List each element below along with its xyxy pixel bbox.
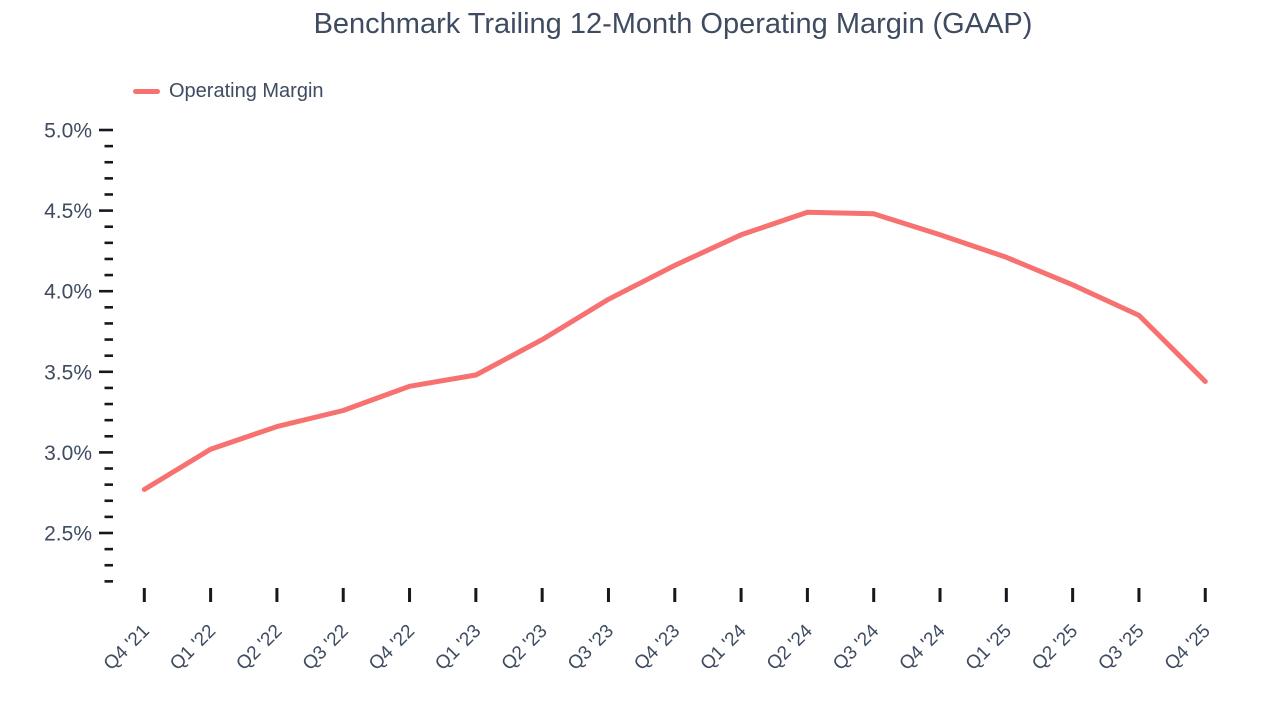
y-axis-label: 4.5% <box>44 200 92 223</box>
x-axis-label: Q4 '24 <box>896 620 950 674</box>
legend-label: Operating Margin <box>169 80 324 102</box>
x-axis-label: Q1 '24 <box>697 620 751 674</box>
x-axis-label: Q2 '22 <box>232 621 286 675</box>
legend-line-swatch-icon <box>133 89 160 94</box>
x-axis-label: Q1 '23 <box>431 621 485 675</box>
series-line-operating-margin <box>141 209 1208 492</box>
legend: Operating Margin <box>133 81 324 102</box>
x-axis-label: Q4 '22 <box>365 621 419 675</box>
x-axis-label: Q4 '25 <box>1161 621 1215 675</box>
y-axis-label: 3.0% <box>44 442 92 465</box>
x-axis-label: Q2 '25 <box>1028 621 1082 675</box>
x-axis-label: Q3 '22 <box>299 621 353 675</box>
y-axis-label: 3.5% <box>44 361 92 384</box>
x-axis-label: Q2 '24 <box>763 620 817 674</box>
x-axis-label: Q2 '23 <box>498 621 552 675</box>
x-axis-label: Q4 '23 <box>630 621 684 675</box>
chart-title: Benchmark Trailing 12-Month Operating Ma… <box>313 8 1033 40</box>
x-axis-label: Q4 '21 <box>100 621 154 675</box>
y-axis-label: 2.5% <box>44 523 92 546</box>
y-axis-label: 5.0% <box>44 120 92 143</box>
x-axis-label: Q1 '25 <box>962 621 1016 675</box>
x-axis-label: Q1 '22 <box>166 621 220 675</box>
x-axis-label: Q3 '24 <box>829 620 883 674</box>
x-axis-label: Q3 '25 <box>1094 621 1148 675</box>
x-axis-label: Q3 '23 <box>564 621 618 675</box>
y-axis-label: 4.0% <box>44 281 92 304</box>
